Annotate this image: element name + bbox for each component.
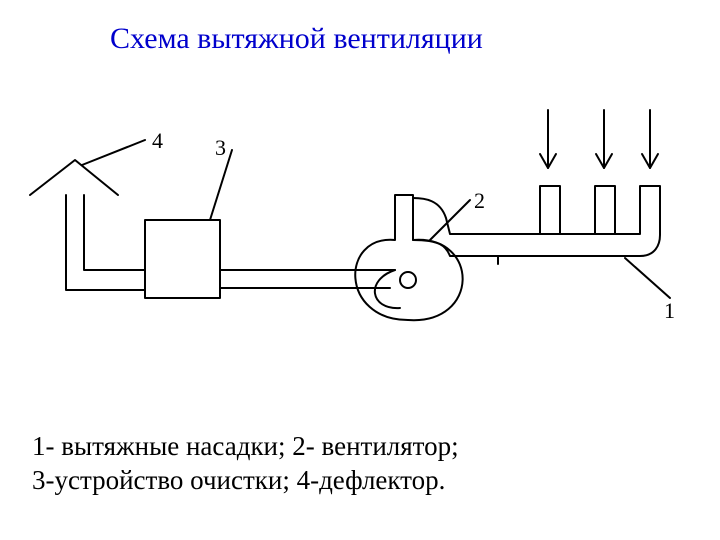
svg-text:2: 2 (474, 188, 485, 213)
svg-text:1: 1 (664, 298, 675, 323)
legend-line-2: 3-устройство очистки; 4-дефлектор. (32, 464, 459, 498)
legend-block: 1- вытяжные насадки; 2- вентилятор; 3-ус… (32, 430, 459, 498)
svg-text:4: 4 (152, 128, 163, 153)
svg-text:3: 3 (215, 135, 226, 160)
legend-line-1: 1- вытяжные насадки; 2- вентилятор; (32, 430, 459, 464)
